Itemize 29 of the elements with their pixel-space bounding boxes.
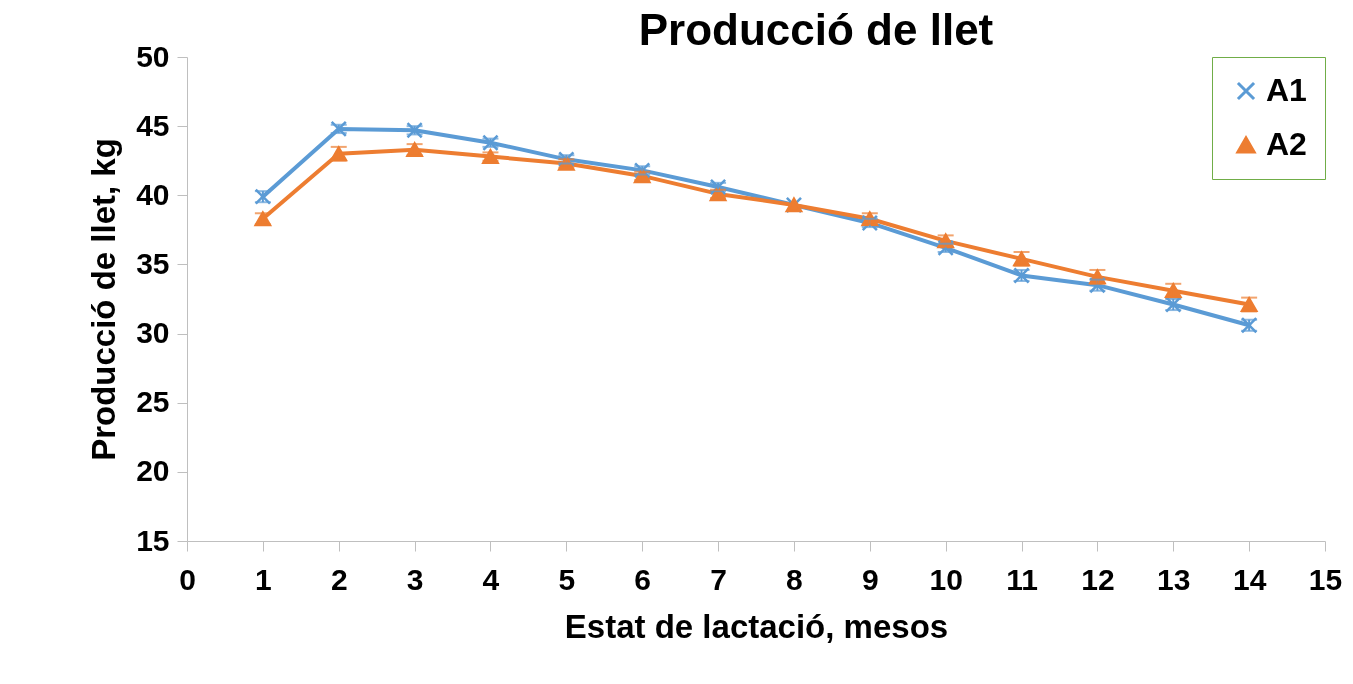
chart-title: Producció de llet: [638, 5, 994, 54]
y-tick-label: 20: [136, 454, 170, 488]
y-tick-label: 45: [136, 108, 170, 142]
x-tick-label: 13: [1157, 562, 1191, 596]
y-tick-label: 25: [136, 385, 170, 419]
x-tick-label: 15: [1308, 562, 1343, 596]
x-tick-label: 10: [929, 562, 963, 596]
y-axis-title: Producció de llet, kg: [85, 138, 123, 461]
x-tick-label: 5: [558, 562, 576, 596]
x-tick-label: 4: [482, 562, 500, 596]
x-tick-label: 11: [1006, 562, 1038, 596]
x-tick-label: 6: [634, 562, 652, 596]
y-tick-label: 30: [136, 316, 170, 350]
y-tick-label: 15: [136, 523, 170, 557]
x-tick-label: 12: [1081, 562, 1115, 596]
x-tick-label: 7: [710, 562, 727, 596]
x-tick-label: 9: [861, 562, 879, 596]
x-tick-label: 1: [255, 562, 272, 596]
x-tick-label: 3: [406, 562, 424, 596]
y-tick-label: 40: [136, 177, 170, 211]
legend-label: A2: [1266, 126, 1307, 162]
x-tick-label: 2: [330, 562, 348, 596]
x-tick-label: 14: [1232, 562, 1267, 596]
y-tick-label: 35: [136, 246, 170, 280]
y-tick-label: 50: [136, 39, 170, 73]
x-tick-label: 0: [179, 562, 196, 596]
x-axis-title: Estat de lactació, mesos: [564, 607, 949, 645]
legend-label: A1: [1266, 72, 1307, 108]
x-tick-label: 8: [786, 562, 803, 596]
